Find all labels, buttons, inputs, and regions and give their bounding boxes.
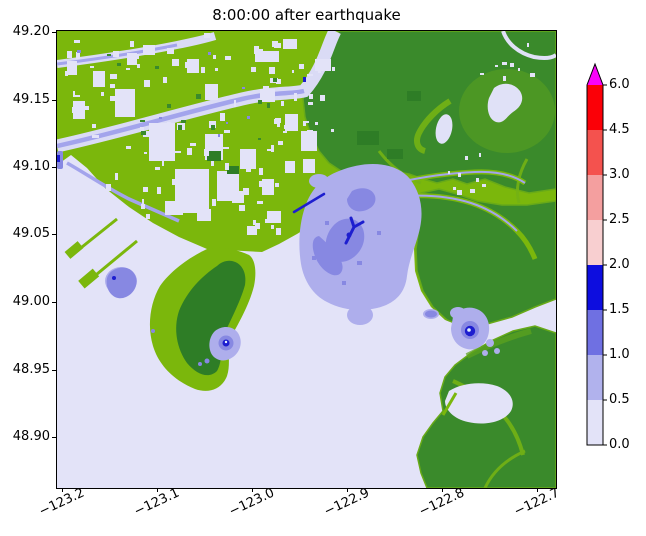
x-tick [157,488,158,492]
eastern-shore-wave-spot [423,307,500,356]
colorbar-segment [587,85,603,130]
colorbar-segment [587,175,603,220]
y-tick [52,100,56,101]
bay-wave-patch [292,164,422,325]
colorbar-segment [587,310,603,355]
colorbar-tick-label: 2.0 [609,257,630,272]
river-wave-dot [303,77,306,82]
colorbar-segment [587,355,603,400]
peninsula-tip-wave-spot [151,327,241,366]
upland-lake-small [435,114,453,144]
dark-green-patches [207,91,421,174]
y-tick-label: 48.95 [12,362,50,377]
jetty-causeways [64,217,138,289]
y-tick-label: 49.20 [12,24,50,39]
y-tick-label: 48.90 [12,429,50,444]
colorbar-tick-label: 4.5 [609,122,630,137]
harbor-bay [445,383,513,424]
y-tick [52,234,56,235]
colorbar-segment [587,265,603,310]
colorbar-outline [586,62,604,446]
colorbar-ticks [603,84,607,446]
y-tick-label: 49.15 [12,92,50,107]
colorbar-segment [587,400,603,445]
colorbar [586,62,607,446]
x-tick [537,488,538,492]
jetty-wave-spot [105,267,137,299]
river-mouth-wave [57,151,63,169]
colorbar-over-triangle [587,64,603,85]
x-tick [442,488,443,492]
map-image [57,31,556,488]
colorbar-tick-label: 1.0 [609,347,630,362]
colorbar-tick-label: 0.0 [609,437,630,452]
harbor-spit [441,392,458,416]
upland-stream [501,31,556,61]
y-tick [52,370,56,371]
y-tick [52,167,56,168]
colorbar-tick-label: 2.5 [609,212,630,227]
y-tick [52,32,56,33]
colorbar-tick-label: 6.0 [609,77,630,92]
y-tick [52,302,56,303]
x-tick [62,488,63,492]
x-tick [252,488,253,492]
upland-lake [487,83,523,123]
y-tick-label: 49.00 [12,294,50,309]
colorbar-segment [587,130,603,175]
y-tick-label: 49.10 [12,159,50,174]
speckles-layer [65,33,535,235]
figure-title: 8:00:00 after earthquake [212,6,401,24]
eastern-rivers [392,169,538,260]
colorbar-segment [587,220,603,265]
colorbar-tick-label: 1.5 [609,302,630,317]
peninsula-upland-core [176,260,246,376]
colorbar-tick-label: 3.0 [609,167,630,182]
fraser-river-main [57,31,341,153]
y-tick-label: 49.05 [12,226,50,241]
x-tick [347,488,348,492]
coastal-channel [66,161,180,223]
water-patches [67,39,331,235]
colorbar-tick-label: 0.5 [609,392,630,407]
plot-area [56,30,557,489]
y-tick [52,437,56,438]
upland-east [414,188,556,327]
